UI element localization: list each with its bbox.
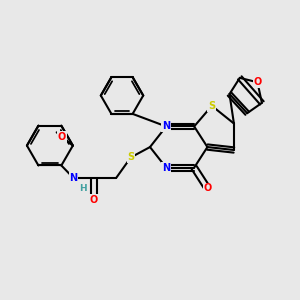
Text: O: O [58,132,66,142]
Text: N: N [162,163,170,173]
Text: H: H [79,184,87,193]
Text: O: O [90,195,98,205]
Text: O: O [253,77,262,87]
Text: N: N [69,173,77,183]
Text: S: S [208,101,215,111]
Text: S: S [127,152,134,162]
Text: N: N [162,122,170,131]
Text: O: O [203,183,211,193]
